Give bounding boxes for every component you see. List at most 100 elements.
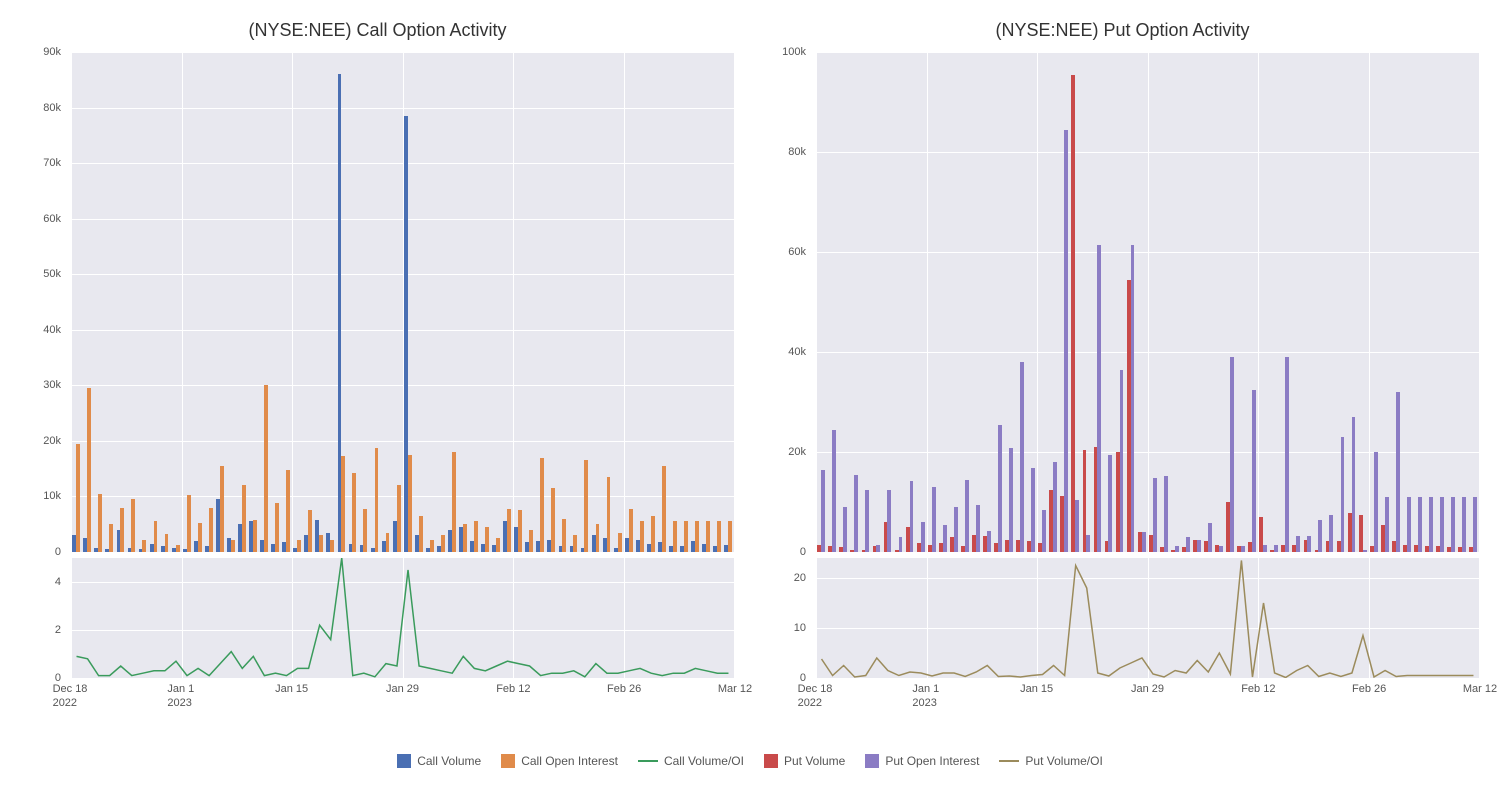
bar-series2 [717,521,721,552]
bar-series2 [198,523,202,552]
bar-series2 [441,535,445,552]
bar-series2 [386,533,390,552]
bar-series2 [887,490,891,553]
y-tick-label: 100k [782,46,806,58]
legend-swatch [501,754,515,768]
bar-series2 [120,508,124,552]
bar-series2 [1175,546,1179,552]
y-tick-label: 10k [43,490,61,502]
bar-series2 [584,460,588,552]
bar-series2 [1097,245,1101,553]
bar-series2 [297,540,301,552]
bar-series2 [1396,392,1400,552]
bar-series2 [932,487,936,552]
bar-series2 [1219,546,1223,552]
bar-series2 [1352,417,1356,552]
bar-series2 [1307,536,1311,552]
right-upper-yaxis: 020k40k60k80k100k [771,52,811,552]
y-tick-label: 20k [43,435,61,447]
bar-series2 [673,521,677,552]
bar-series2 [264,385,268,552]
left-upper-yaxis: 010k20k30k40k50k60k70k80k90k [26,52,66,552]
bar-series2 [976,505,980,553]
x-tick-label: Jan 29 [386,682,419,696]
bar-series2 [363,509,367,552]
bar-series2 [142,540,146,552]
bar-series2 [1142,532,1146,552]
bar-series2 [165,534,169,552]
y-tick-label: 20k [788,446,806,458]
bar-series2 [551,488,555,552]
bar-series2 [109,524,113,552]
y-tick-label: 80k [43,102,61,114]
bar-series2 [1407,497,1411,552]
y-tick-label: 4 [55,576,61,588]
x-tick-label: Jan 12023 [912,682,939,711]
bar-series2 [695,521,699,552]
bar-series2 [910,481,914,552]
left-lower-yaxis: 024 [26,558,66,678]
legend-item: Call Volume/OI [638,754,744,768]
charts-container: (NYSE:NEE) Call Option Activity 010k20k3… [20,20,1480,714]
bar-series2 [573,535,577,552]
bar-series2 [430,540,434,552]
bar-series2 [452,452,456,552]
bar-series2 [1186,537,1190,552]
bar-series2 [629,509,633,552]
right-panel: (NYSE:NEE) Put Option Activity 020k40k60… [765,20,1480,714]
bar-series1 [1071,75,1075,553]
legend-label: Put Volume/OI [1025,754,1102,768]
bar-series2 [1131,245,1135,553]
x-tick-label: Feb 12 [1241,682,1275,696]
bar-series2 [1274,545,1278,553]
bar-series2 [1075,500,1079,553]
bar-series2 [832,430,836,553]
bar-series2 [1241,546,1245,552]
y-tick-label: 0 [800,546,806,558]
y-tick-label: 60k [788,246,806,258]
bar-series2 [618,533,622,552]
bar-series2 [684,521,688,552]
legend-item: Call Open Interest [501,754,618,768]
bar-series2 [607,477,611,552]
x-tick-label: Mar 12 [1463,682,1497,696]
bar-series2 [187,495,191,552]
bar-series2 [1329,515,1333,553]
bar-series2 [352,473,356,552]
bar-series2 [131,499,135,552]
legend-item: Put Open Interest [865,754,979,768]
bar-series2 [98,494,102,552]
y-tick-label: 20 [794,572,806,584]
bar-series2 [562,519,566,552]
bar-series2 [1418,497,1422,552]
bar-series2 [154,521,158,552]
y-tick-label: 80k [788,146,806,158]
legend-swatch [397,754,411,768]
bar-series2 [518,510,522,552]
y-tick-label: 2 [55,624,61,636]
bar-series2 [341,456,345,552]
bar-series2 [87,388,91,552]
right-xaxis: Dec 182022Jan 12023Jan 15Jan 29Feb 12Feb… [815,679,1480,714]
bar-series2 [529,530,533,552]
bar-series2 [728,521,732,552]
bar-series2 [1440,497,1444,552]
bar-series2 [308,510,312,552]
bar-series2 [865,490,869,553]
x-tick-label: Mar 12 [718,682,752,696]
x-tick-label: Feb 12 [496,682,530,696]
bar-series2 [76,444,80,552]
bar-series2 [1462,497,1466,552]
legend-swatch [999,760,1019,762]
bar-series2 [662,466,666,552]
bar-series2 [220,466,224,552]
bar-series2 [1197,540,1201,553]
bar-series2 [1042,510,1046,553]
bar-series2 [1230,357,1234,552]
bar-series2 [1451,497,1455,552]
legend-swatch [638,760,658,762]
legend-label: Call Volume [417,754,481,768]
right-lower-chart: 01020 [815,557,1480,679]
bar-series2 [987,531,991,552]
left-title: (NYSE:NEE) Call Option Activity [20,20,735,41]
